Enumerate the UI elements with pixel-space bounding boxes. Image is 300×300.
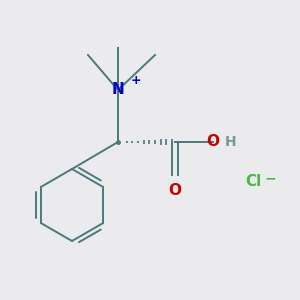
Text: N: N xyxy=(112,82,124,98)
Text: Cl: Cl xyxy=(245,175,261,190)
Text: +: + xyxy=(131,74,141,86)
Text: H: H xyxy=(225,135,237,149)
Text: O: O xyxy=(206,134,220,149)
Text: O: O xyxy=(169,183,182,198)
Text: −: − xyxy=(265,171,277,185)
